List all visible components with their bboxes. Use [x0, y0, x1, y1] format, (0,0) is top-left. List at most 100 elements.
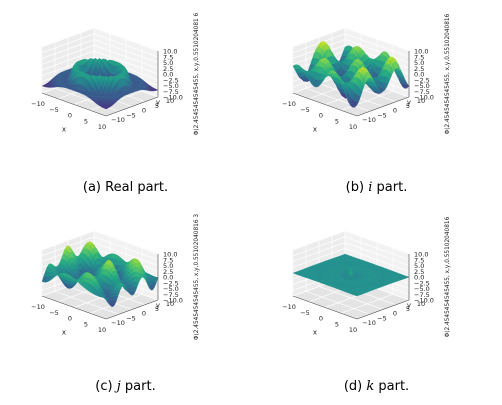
grid-line-z: [41, 33, 159, 58]
y-tick-label: −10: [111, 319, 125, 327]
z-tick-label: 7.5: [163, 53, 173, 61]
z-tick-label: 10.0: [163, 48, 177, 56]
z-tick-label: −5.0: [163, 82, 179, 90]
x-tick-label: 10: [349, 326, 357, 334]
y-tick-label: 5: [155, 305, 159, 313]
grid-line-z: [41, 242, 159, 266]
x-tick-label: −10: [31, 100, 45, 108]
grid-line-z: [41, 230, 159, 255]
z-tick-label: −5.0: [414, 82, 430, 90]
x-tick-label: 0: [68, 315, 72, 323]
y-axis-label: y: [407, 302, 411, 310]
y-tick-label: 0: [393, 107, 397, 115]
z-tick-label: 5.0: [414, 59, 424, 67]
y-axis-line: [356, 299, 410, 320]
panel-a: −10 −5 0 5 10 x −10 −5 0 5 10 y 10.0 7.5 5.0 2.5 0.0 −2.5…: [0, 0, 251, 203]
x-tick-label: 0: [319, 112, 323, 120]
caption-real-part: (a) Real part.: [0, 180, 251, 195]
z-tick-label: −5.0: [163, 285, 179, 293]
panel-b: −10 −5 0 5 10 x −10 −5 0 5 10 y 10.0 7.5 5.0 2.5 0.0 −2.5…: [251, 0, 502, 203]
z-tick-label: −2.5: [163, 76, 179, 84]
z-tick-label: 5.0: [163, 262, 173, 270]
grid-line-z: [292, 27, 410, 52]
x-tick-label: −5: [49, 106, 59, 114]
z-tick-label: 5.0: [414, 262, 424, 270]
x-tick-label: −10: [282, 303, 296, 311]
x-tick-label: 10: [98, 123, 106, 131]
caption-j-part: (c) j part.: [0, 379, 251, 394]
z-tick-label: −7.5: [414, 291, 430, 299]
y-tick-label: 10: [166, 97, 174, 105]
x-tick-label: −5: [300, 309, 310, 317]
x-axis-line: [292, 92, 358, 117]
z-tick-label: 10.0: [414, 48, 428, 56]
y-axis-line: [105, 299, 159, 320]
surface-plot-real: −10−50510x−10−50510y10.07.55.02.50.0−2.5…: [31, 12, 200, 135]
surface-patch: [103, 107, 109, 110]
x-tick-label: 0: [68, 112, 72, 120]
x-tick-label: 10: [349, 123, 357, 131]
grid-line-z: [292, 230, 410, 255]
x-tick-label: −10: [282, 100, 296, 108]
caption-i-part: (b) i part.: [251, 180, 502, 195]
z-tick-label: 5.0: [163, 59, 173, 67]
z-tick-label: 2.5: [163, 65, 173, 73]
z-tick-label: 2.5: [414, 268, 424, 276]
caption-text: part.: [378, 379, 410, 394]
x-tick-label: −10: [31, 303, 45, 311]
y-axis-label: y: [156, 99, 160, 107]
x-tick-label: 0: [319, 315, 323, 323]
y-tick-label: 10: [417, 97, 425, 105]
y-tick-label: −5: [377, 314, 387, 322]
z-tick-label: 2.5: [163, 268, 173, 276]
z-axis-label: Φ(2.4545454545455, x,y,0.55102040816 3: [194, 214, 200, 340]
y-axis-label: y: [407, 99, 411, 107]
x-axis-label: x: [313, 329, 317, 337]
y-tick-label: 0: [393, 310, 397, 318]
grid-line-z: [41, 44, 159, 69]
z-tick-label: −10.0: [163, 94, 183, 102]
surface-plot-j: −10−50510x−10−50510y10.07.55.02.50.0−2.5…: [31, 214, 200, 340]
z-tick-label: 7.5: [414, 256, 424, 264]
z-axis-label: Φ(2.4545454545455, x,y,0.55102040816: [445, 216, 451, 337]
x-tick-label: 5: [84, 117, 88, 125]
caption-label: (c): [95, 379, 113, 394]
y-axis-line: [105, 96, 159, 117]
y-tick-label: 5: [406, 305, 410, 313]
surface-patch: [103, 296, 109, 301]
z-tick-label: 10.0: [163, 251, 177, 259]
y-tick-label: 0: [142, 107, 146, 115]
x-axis-line: [292, 295, 358, 320]
surface-patch: [354, 101, 359, 108]
y-tick-label: −10: [111, 116, 125, 124]
caption-label: (a): [82, 180, 102, 195]
y-tick-label: 10: [417, 300, 425, 308]
caption-text: part.: [376, 180, 408, 195]
grid-line-z: [292, 33, 410, 58]
x-tick-label: 5: [335, 117, 339, 125]
surface: [292, 41, 410, 108]
surface-patch: [354, 294, 360, 297]
x-axis-label: x: [62, 329, 66, 337]
grid-line-z: [41, 39, 159, 63]
surface-plot-i: −10−50510x−10−50510y10.07.55.02.50.0−2.5…: [282, 13, 451, 134]
panel-c: −10 −5 0 5 10 x −10 −5 0 5 10 y 10.0 7.5 5.0 2.5 0.0 −2.5…: [0, 203, 251, 405]
z-tick-label: 7.5: [414, 53, 424, 61]
grid-line-z: [41, 236, 159, 261]
caption-text: part.: [124, 379, 156, 394]
x-axis-line: [41, 295, 107, 320]
z-tick-label: 0.0: [414, 274, 424, 282]
z-tick-label: 7.5: [163, 256, 173, 264]
z-tick-label: −10.0: [414, 94, 434, 102]
caption-text: Real part.: [105, 180, 169, 195]
z-tick-label: 10.0: [414, 251, 428, 259]
z-tick-label: −7.5: [163, 88, 179, 96]
z-tick-label: −10.0: [414, 297, 434, 305]
z-tick-label: 0.0: [163, 71, 173, 79]
x-axis-label: x: [313, 126, 317, 134]
grid-line-z: [292, 236, 410, 261]
z-tick-label: −5.0: [414, 285, 430, 293]
y-tick-label: −5: [126, 111, 136, 119]
y-tick-label: 5: [155, 102, 159, 110]
y-tick-label: 5: [406, 102, 410, 110]
